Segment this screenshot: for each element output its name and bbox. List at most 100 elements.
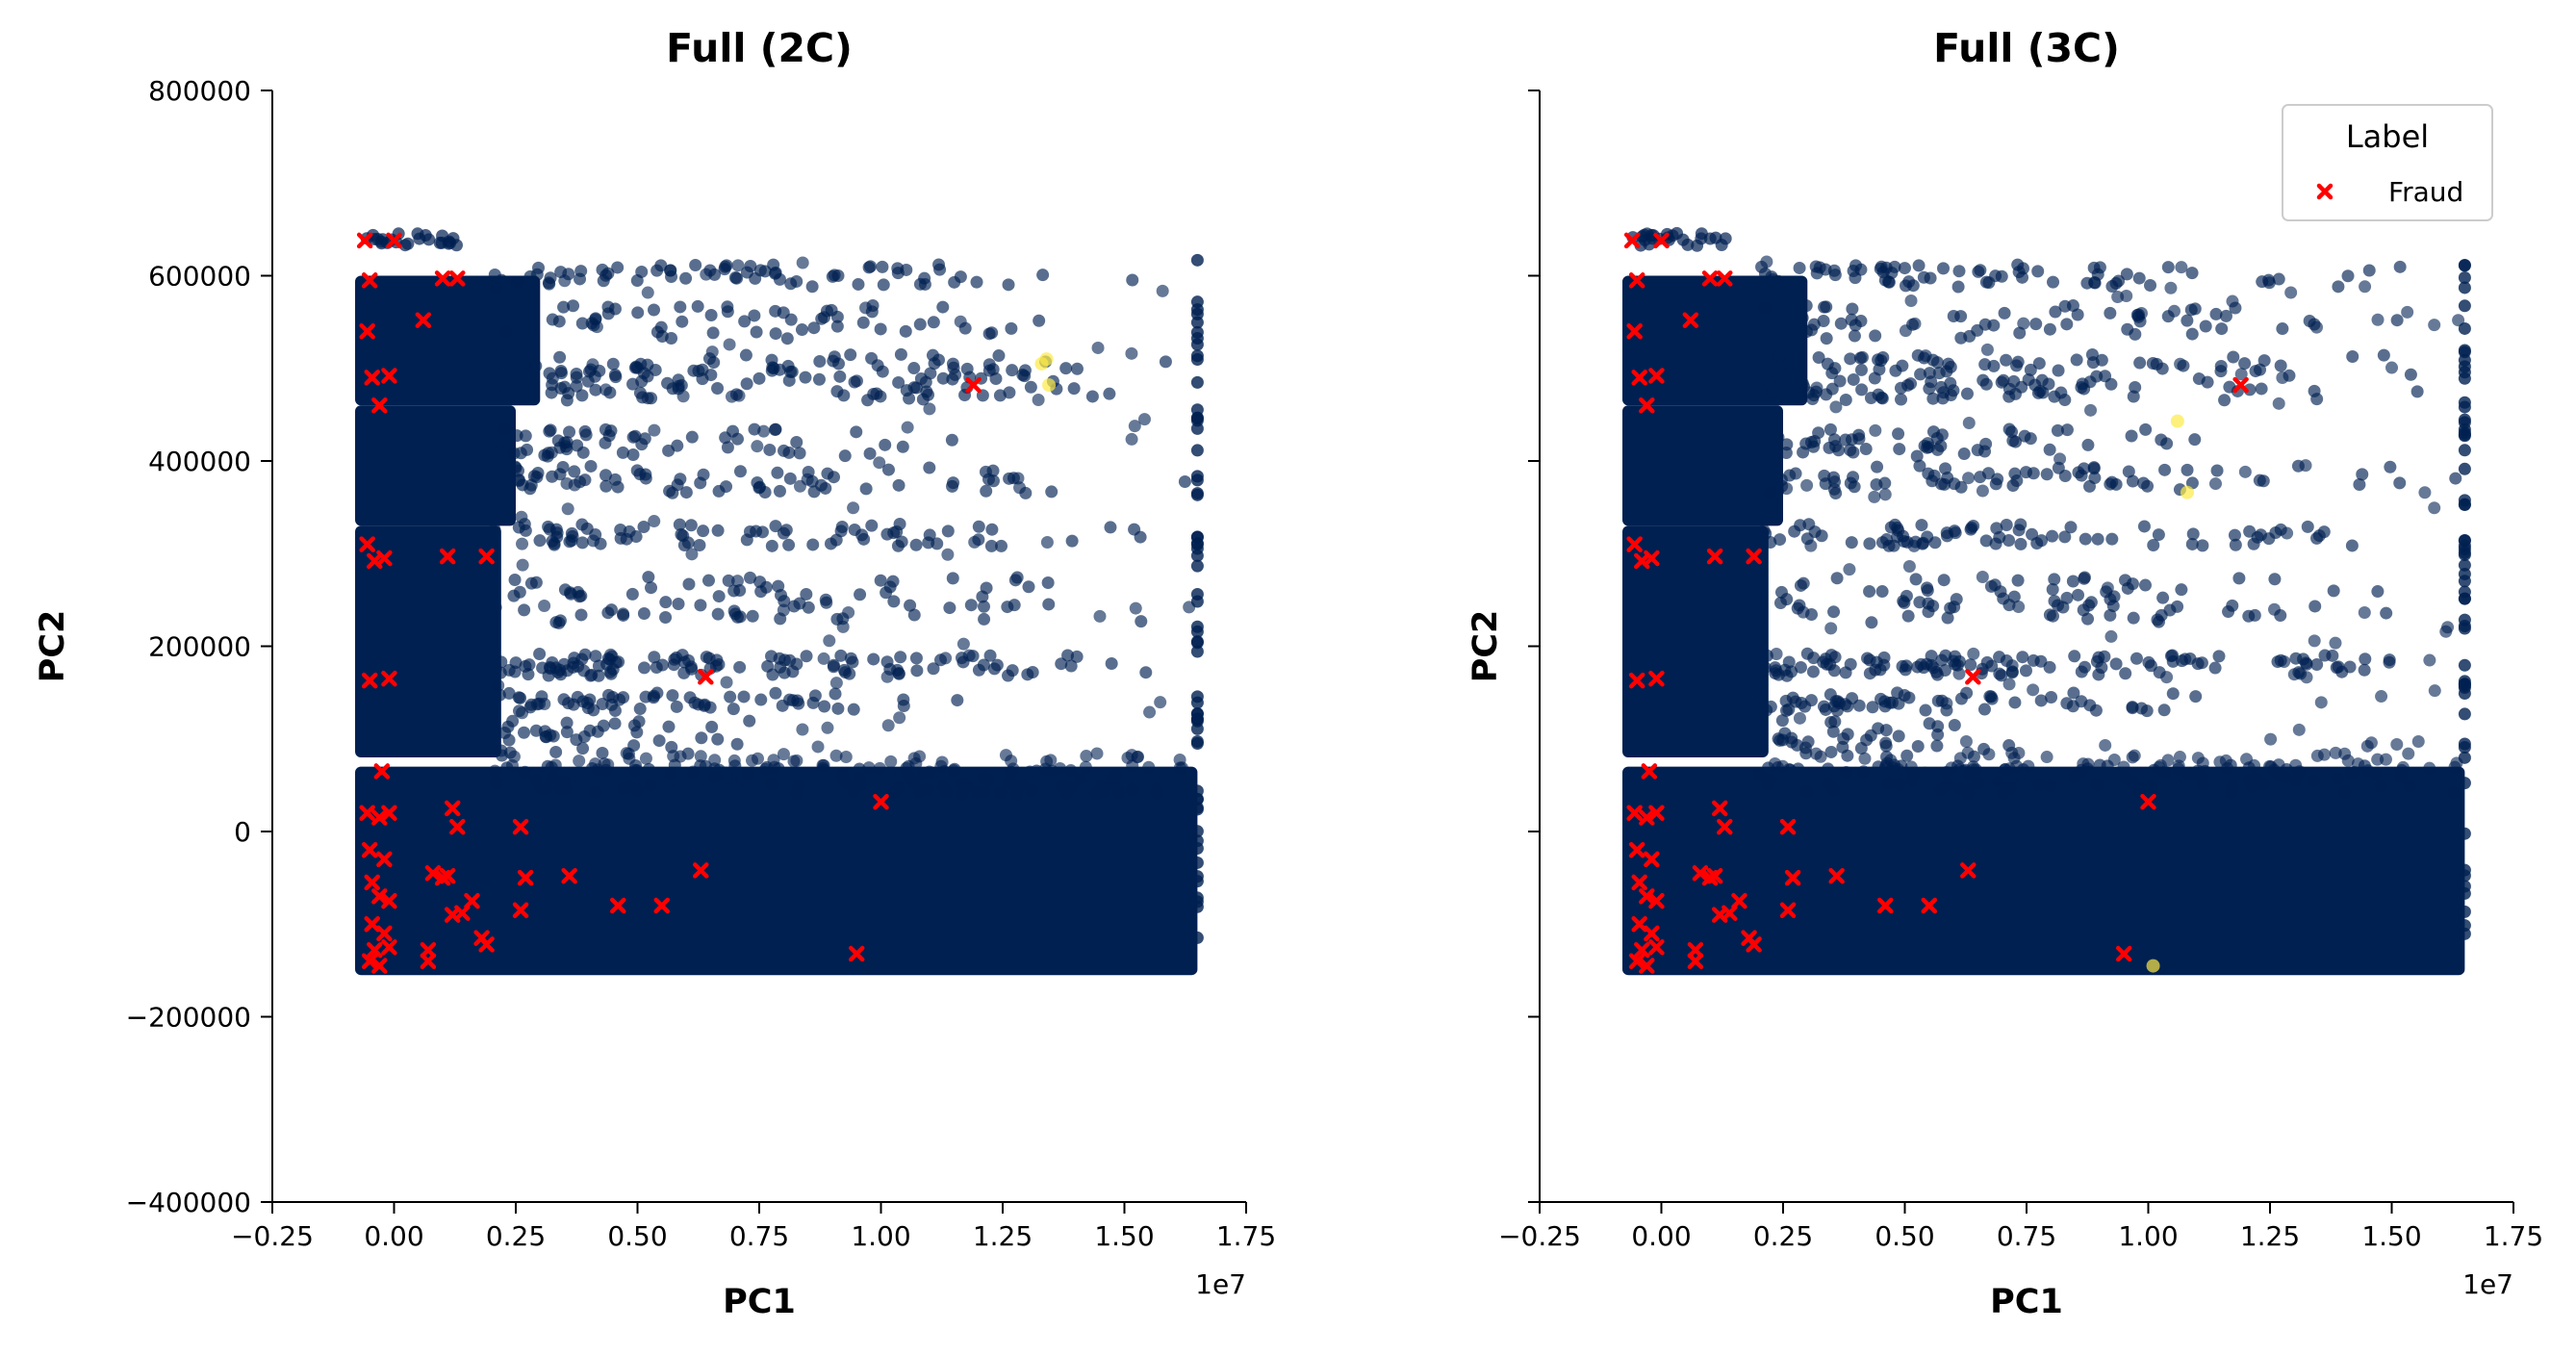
fraud-marker <box>464 892 480 909</box>
cluster-point <box>738 315 752 328</box>
cluster-point <box>922 536 935 550</box>
cluster-point <box>923 402 936 416</box>
x-offset-text: 1e7 <box>2462 1268 2513 1300</box>
cluster-point <box>2005 659 2019 673</box>
cluster-point <box>2012 601 2026 614</box>
cluster-point <box>522 326 535 340</box>
cluster-point <box>939 652 953 665</box>
cluster-point <box>2423 761 2436 775</box>
cluster-point <box>847 703 860 716</box>
cluster-point <box>894 347 907 361</box>
cluster-point <box>893 711 906 725</box>
cluster-point <box>2310 320 2324 334</box>
cluster-point <box>1135 615 1148 628</box>
cluster-point <box>750 325 763 339</box>
cluster-point <box>683 691 697 704</box>
cluster-point <box>2418 486 2432 499</box>
cluster-point <box>983 649 997 662</box>
fraud-marker <box>381 670 397 687</box>
cluster-point <box>962 649 976 662</box>
highlight-point <box>2170 414 2184 428</box>
cluster-point <box>2078 462 2091 475</box>
cluster-point <box>790 435 803 448</box>
cluster-point <box>769 423 782 437</box>
cluster-point <box>904 599 917 612</box>
cluster-point <box>1190 842 1204 856</box>
cluster-point <box>1827 783 1841 797</box>
cluster-point <box>817 652 830 665</box>
cluster-point <box>1760 255 1773 269</box>
cluster-point <box>1991 473 2004 486</box>
cluster-point <box>2385 361 2399 374</box>
cluster-point <box>928 357 941 371</box>
cluster-point <box>2139 422 2153 436</box>
cluster-point <box>644 779 657 792</box>
cluster-point <box>730 737 744 751</box>
cluster-point <box>829 687 842 701</box>
cluster-point <box>2130 652 2143 665</box>
cluster-point <box>2402 747 2415 760</box>
cluster-point <box>516 537 529 550</box>
cluster-point <box>867 388 880 401</box>
cluster-point <box>490 777 503 790</box>
cluster-point <box>1828 715 1842 729</box>
cluster-point <box>1845 313 1858 326</box>
cluster-point <box>697 524 710 538</box>
fraud-marker <box>1687 953 1704 969</box>
fraud-marker <box>1648 670 1665 687</box>
cluster-point <box>1772 431 1785 445</box>
cluster-point <box>1908 317 1922 330</box>
cluster-point <box>543 523 556 536</box>
cluster-point <box>1824 745 1838 758</box>
cluster-point <box>811 740 825 754</box>
cluster-point <box>2242 609 2256 623</box>
cluster-point <box>575 536 589 550</box>
cluster-point <box>2208 477 2222 491</box>
cluster-point <box>556 460 570 473</box>
cluster-point <box>894 651 907 664</box>
cluster-point <box>744 571 757 584</box>
cluster-point <box>1818 300 1831 314</box>
cluster-point <box>2257 778 2270 791</box>
cluster-point <box>2225 786 2238 800</box>
cluster-point <box>989 372 1003 386</box>
cluster-point <box>1190 690 1204 704</box>
cluster-point <box>599 383 613 397</box>
cluster-point <box>1930 739 1944 753</box>
cluster-point <box>784 313 798 326</box>
cluster-point <box>494 666 507 679</box>
cluster-point <box>1010 787 1024 801</box>
cluster-point <box>1011 472 1025 485</box>
cluster-point <box>1914 368 1927 381</box>
cluster-point <box>801 473 814 486</box>
cluster-point <box>2011 574 2025 587</box>
fraud-marker <box>517 869 534 886</box>
cluster-point <box>1827 664 1841 678</box>
cluster-point <box>487 428 500 442</box>
cluster-point <box>2448 760 2461 774</box>
cluster-point <box>1829 487 1843 500</box>
cluster-point <box>2458 827 2471 840</box>
cluster-point <box>648 423 661 437</box>
cluster-point <box>2308 634 2321 648</box>
cluster-point <box>817 758 830 772</box>
chart-title: Full (3C) <box>1933 25 2120 71</box>
fraud-marker <box>449 270 466 287</box>
cluster-point <box>2452 314 2465 327</box>
cluster-point <box>977 600 990 613</box>
fraud-marker <box>359 323 375 340</box>
cluster-point <box>2458 681 2471 695</box>
fraud-marker <box>1779 902 1797 919</box>
cluster-point <box>1032 393 1045 406</box>
cluster-point <box>1864 391 1877 404</box>
cluster-point <box>818 700 831 713</box>
cluster-point <box>862 761 876 775</box>
cluster-point <box>1869 423 1882 437</box>
cluster-point <box>2172 759 2185 773</box>
cluster-point <box>2137 476 2151 490</box>
cluster-point <box>819 593 832 606</box>
cluster-point <box>1980 343 1994 356</box>
cluster-point <box>538 600 551 613</box>
cluster-point <box>2410 385 2424 398</box>
cluster-point <box>2029 318 2043 331</box>
